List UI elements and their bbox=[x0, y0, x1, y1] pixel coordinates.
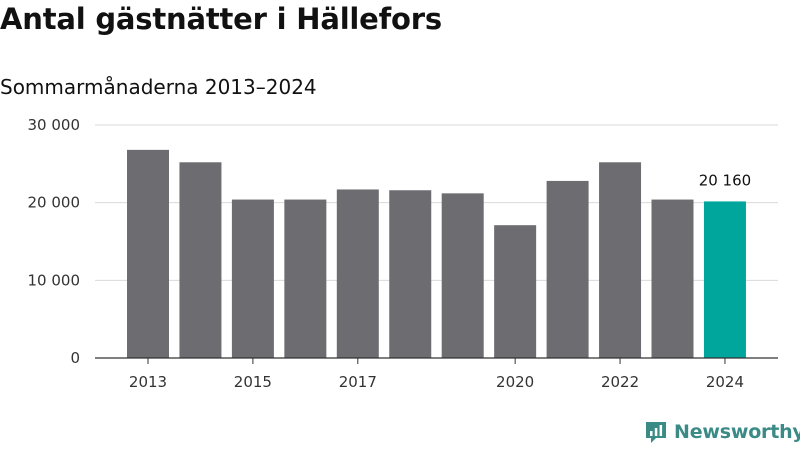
brand-name: Newsworthy bbox=[674, 421, 800, 443]
y-tick-label: 30 000 bbox=[28, 116, 81, 134]
bar-2013 bbox=[127, 149, 169, 358]
bar-2016 bbox=[284, 199, 327, 358]
chart-title: Antal gästnätter i Hällefors bbox=[0, 2, 442, 36]
bar-2021 bbox=[546, 180, 589, 358]
newsworthy-logo-icon bbox=[646, 422, 666, 443]
bar-2017 bbox=[336, 189, 379, 358]
bar-2022 bbox=[599, 162, 642, 358]
bar-2018 bbox=[389, 190, 432, 358]
data-label: 20 160 bbox=[699, 171, 752, 189]
bar-2023 bbox=[651, 199, 694, 358]
bars bbox=[127, 149, 746, 358]
labels: 0 10 000 20 000 30 000 2013 2015 2017 2020 2022 2… bbox=[28, 116, 752, 391]
x-tick-label: 2022 bbox=[601, 373, 639, 391]
bar-2019 bbox=[441, 193, 484, 358]
x-tick-label: 2020 bbox=[496, 373, 534, 391]
bar-2024 bbox=[703, 201, 746, 358]
x-tick-label: 2024 bbox=[706, 373, 744, 391]
brand-logo: Newsworthy bbox=[644, 420, 800, 444]
chart-subtitle: Sommarmånaderna 2013–2024 bbox=[0, 75, 317, 99]
bar-2014 bbox=[179, 162, 222, 358]
x-tick-label: 2013 bbox=[129, 373, 167, 391]
x-tick-label: 2015 bbox=[234, 373, 272, 391]
y-tick-label: 10 000 bbox=[28, 271, 81, 289]
x-tick-label: 2017 bbox=[339, 373, 377, 391]
y-tick-label: 20 000 bbox=[28, 194, 81, 212]
bar-2020 bbox=[494, 225, 537, 358]
y-tick-label: 0 bbox=[70, 349, 80, 367]
axes bbox=[95, 357, 778, 364]
bar-2015 bbox=[231, 199, 274, 358]
